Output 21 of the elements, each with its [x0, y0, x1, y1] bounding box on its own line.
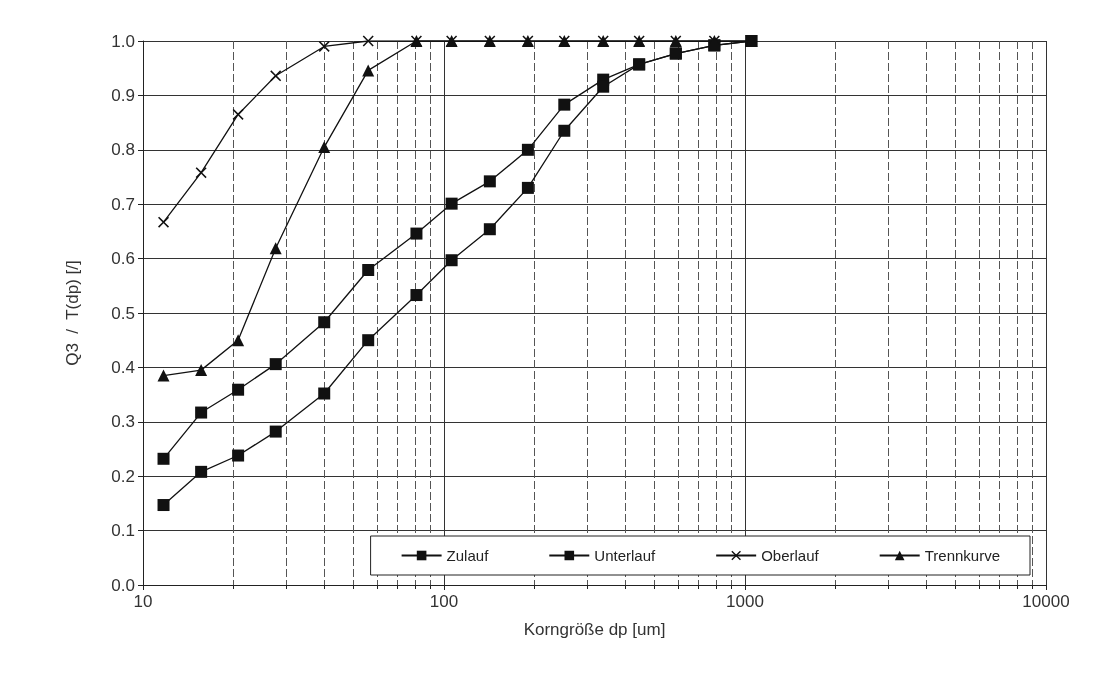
y-tick-label: 0.7 — [111, 194, 135, 214]
y-tick-label: 0.5 — [111, 303, 135, 323]
y-tick-label: 0.3 — [111, 412, 135, 432]
x-tick-label: 100 — [429, 592, 459, 611]
y-tick-label: 0.4 — [111, 357, 135, 377]
y-tick-label: 0.9 — [111, 85, 135, 105]
legend-label: Oberlauf — [761, 547, 820, 564]
y-tick-label: 0.0 — [111, 575, 135, 595]
y-axis-title: Q3 / T(dp) [/] — [63, 260, 82, 366]
y-tick-label: 0.1 — [111, 521, 135, 541]
y-tick-label: 1.0 — [111, 31, 135, 51]
x-tick-label: 10 — [133, 592, 153, 611]
x-tick-label: 1000 — [726, 592, 764, 611]
x-tick-label: 10000 — [1022, 592, 1070, 611]
x-axis-title: Korngröße dp [um] — [523, 620, 666, 639]
legend-label: Unterlauf — [594, 547, 656, 564]
legend-label: Trennkurve — [924, 547, 1000, 564]
y-tick-label: 0.6 — [111, 249, 135, 269]
legend-label: Zulauf — [446, 547, 490, 564]
y-tick-label: 0.8 — [111, 140, 135, 160]
y-tick-label: 0.2 — [111, 466, 135, 486]
